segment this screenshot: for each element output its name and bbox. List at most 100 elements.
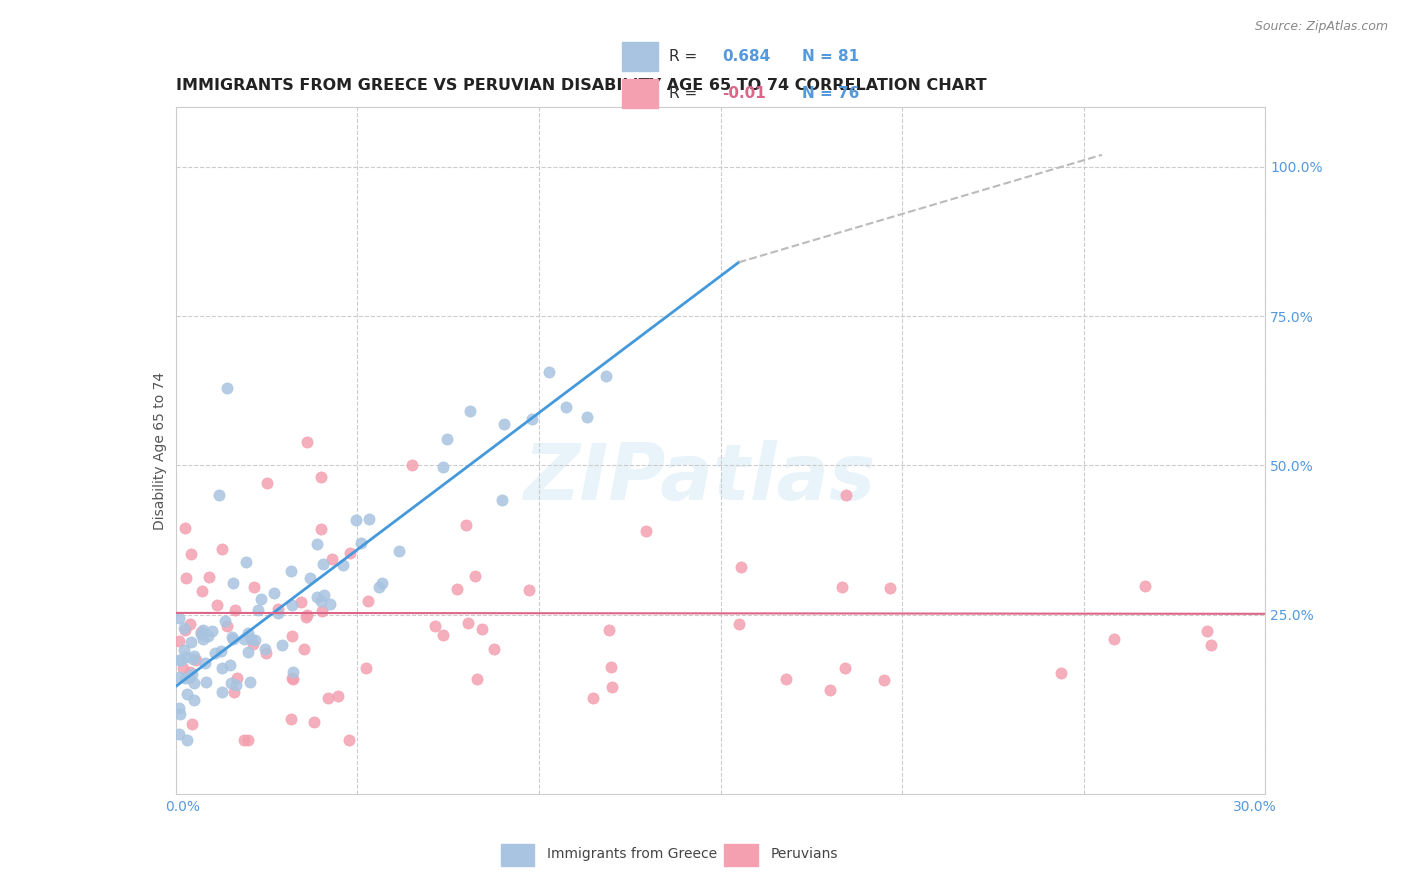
Bar	[621, 79, 658, 108]
Point	[290, 595, 312, 609]
Point	[520, 411, 543, 425]
Point	[173, 521, 195, 535]
Point	[197, 629, 219, 643]
Text: IMMIGRANTS FROM GREECE VS PERUVIAN DISABILITY AGE 65 TO 74 CORRELATION CHART: IMMIGRANTS FROM GREECE VS PERUVIAN DISAB…	[176, 78, 987, 94]
Point	[195, 675, 218, 690]
Point	[181, 652, 204, 666]
Point	[280, 564, 302, 578]
Point	[357, 512, 380, 526]
Point	[224, 603, 246, 617]
Point	[169, 653, 191, 667]
Point	[180, 547, 202, 561]
Text: 0.684: 0.684	[723, 49, 770, 64]
Point	[730, 559, 752, 574]
Point	[267, 602, 290, 616]
Point	[233, 632, 256, 647]
Point	[299, 571, 322, 585]
Text: ZIPatlas: ZIPatlas	[523, 440, 875, 516]
Point	[267, 607, 290, 621]
Point	[173, 643, 195, 657]
Point	[388, 544, 411, 558]
Point	[281, 599, 304, 613]
Point	[183, 649, 205, 664]
Point	[831, 580, 853, 594]
Point	[186, 652, 208, 666]
Point	[169, 706, 191, 721]
Point	[281, 665, 304, 679]
Point	[491, 493, 513, 508]
Point	[576, 409, 599, 424]
Bar	[724, 844, 758, 866]
Point	[225, 678, 247, 692]
Point	[173, 621, 195, 635]
Point	[294, 609, 316, 624]
Point	[211, 541, 233, 556]
Text: Source: ZipAtlas.com: Source: ZipAtlas.com	[1254, 20, 1388, 33]
Point	[321, 551, 343, 566]
Point	[1195, 624, 1218, 638]
Point	[1199, 638, 1222, 652]
Point	[221, 632, 243, 646]
Text: Peruvians: Peruvians	[770, 847, 838, 861]
Point	[728, 617, 751, 632]
Point	[492, 417, 515, 432]
Point	[835, 488, 858, 502]
Point	[177, 671, 200, 685]
Point	[1102, 632, 1125, 646]
Point	[190, 625, 212, 640]
Point	[332, 558, 354, 573]
Point	[318, 691, 340, 706]
Point	[432, 459, 454, 474]
Point	[312, 557, 335, 571]
Point	[180, 635, 202, 649]
Point	[179, 616, 201, 631]
Point	[174, 649, 197, 664]
Point	[225, 671, 247, 685]
Point	[243, 580, 266, 594]
Point	[436, 432, 458, 446]
Point	[600, 659, 623, 673]
Point	[456, 518, 478, 533]
Point	[432, 627, 454, 641]
Point	[873, 673, 896, 688]
Point	[460, 404, 482, 418]
Point	[356, 661, 378, 675]
Point	[176, 687, 198, 701]
Point	[256, 476, 278, 491]
Point	[328, 690, 350, 704]
Point	[235, 555, 257, 569]
Point	[222, 576, 245, 591]
Point	[217, 619, 239, 633]
Point	[172, 660, 194, 674]
Point	[211, 684, 233, 698]
Point	[238, 626, 260, 640]
Point	[337, 733, 360, 747]
Text: N = 81: N = 81	[801, 49, 859, 64]
Point	[595, 369, 617, 384]
Point	[425, 619, 447, 633]
Point	[517, 582, 540, 597]
Point	[368, 580, 391, 594]
Point	[312, 588, 335, 602]
Point	[211, 661, 233, 675]
Point	[169, 670, 191, 684]
Text: 30.0%: 30.0%	[1233, 800, 1277, 814]
Point	[173, 671, 195, 685]
Point	[471, 622, 494, 636]
Point	[295, 607, 318, 622]
Point	[198, 570, 221, 584]
Point	[555, 400, 578, 414]
Point	[183, 692, 205, 706]
Point	[214, 615, 236, 629]
Point	[292, 642, 315, 657]
Point	[191, 583, 214, 598]
Point	[215, 381, 238, 395]
Point	[246, 602, 269, 616]
Point	[232, 733, 254, 747]
Point	[169, 701, 191, 715]
Point	[818, 683, 841, 698]
Point	[464, 569, 486, 583]
Point	[281, 629, 304, 643]
Point	[254, 642, 277, 657]
Point	[183, 675, 205, 690]
